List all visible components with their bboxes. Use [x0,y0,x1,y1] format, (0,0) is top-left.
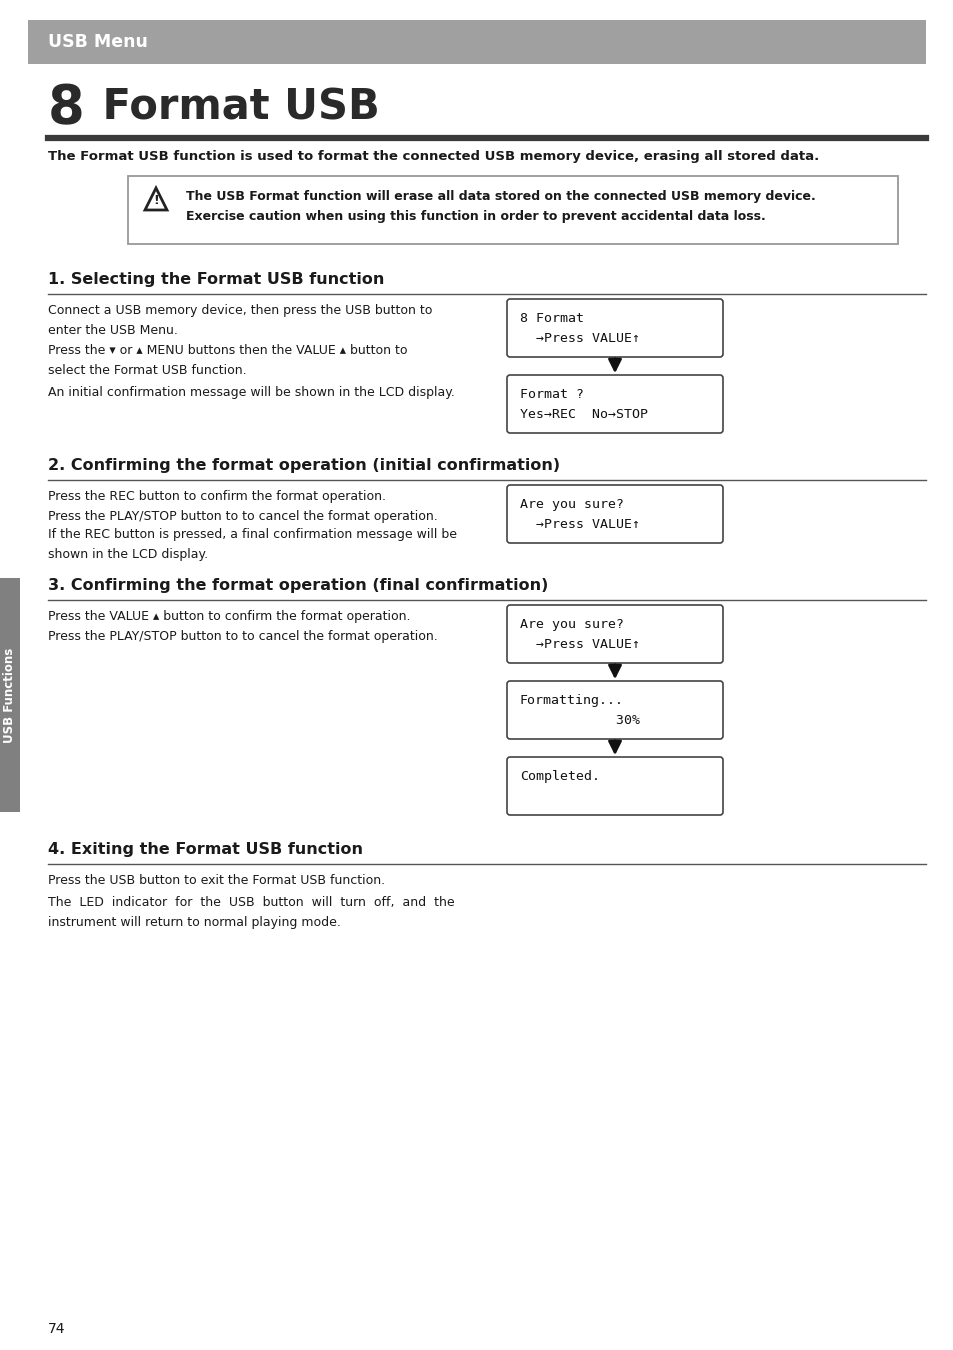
Text: Are you sure?: Are you sure? [519,618,623,630]
Text: →Press VALUE↑: →Press VALUE↑ [519,639,639,651]
Text: Yes→REC  No→STOP: Yes→REC No→STOP [519,408,647,421]
Text: 74: 74 [48,1322,66,1336]
Text: The  LED  indicator  for  the  USB  button  will  turn  off,  and  the
instrumen: The LED indicator for the USB button wil… [48,896,455,929]
Text: Are you sure?: Are you sure? [519,498,623,512]
Text: Format ?: Format ? [519,387,583,401]
Text: 3. Confirming the format operation (final confirmation): 3. Confirming the format operation (fina… [48,578,548,593]
Text: Press the REC button to confirm the format operation.
Press the PLAY/STOP button: Press the REC button to confirm the form… [48,490,437,522]
FancyBboxPatch shape [28,20,925,63]
Text: 1. Selecting the Format USB function: 1. Selecting the Format USB function [48,271,384,288]
Text: Press the VALUE ▴ button to confirm the format operation.
Press the PLAY/STOP bu: Press the VALUE ▴ button to confirm the … [48,610,437,643]
Text: 2. Confirming the format operation (initial confirmation): 2. Confirming the format operation (init… [48,458,559,472]
Text: Connect a USB memory device, then press the USB button to
enter the USB Menu.: Connect a USB memory device, then press … [48,304,432,338]
Text: Exercise caution when using this function in order to prevent accidental data lo: Exercise caution when using this functio… [186,211,765,223]
Text: Press the ▾ or ▴ MENU buttons then the VALUE ▴ button to
select the Format USB f: Press the ▾ or ▴ MENU buttons then the V… [48,344,407,377]
Text: Completed.: Completed. [519,769,599,783]
Text: →Press VALUE↑: →Press VALUE↑ [519,518,639,531]
FancyBboxPatch shape [506,757,722,815]
Text: →Press VALUE↑: →Press VALUE↑ [519,332,639,346]
Text: The Format USB function is used to format the connected USB memory device, erasi: The Format USB function is used to forma… [48,150,819,163]
Text: 8 Format: 8 Format [519,312,583,325]
Text: USB Menu: USB Menu [48,32,148,51]
Text: 4. Exiting the Format USB function: 4. Exiting the Format USB function [48,842,363,857]
Text: Press the USB button to exit the Format USB function.: Press the USB button to exit the Format … [48,873,385,887]
FancyBboxPatch shape [506,485,722,543]
FancyBboxPatch shape [506,375,722,433]
FancyBboxPatch shape [506,680,722,738]
Text: The USB Format function will erase all data stored on the connected USB memory d: The USB Format function will erase all d… [186,190,815,202]
FancyBboxPatch shape [0,578,20,811]
Text: USB Functions: USB Functions [4,648,16,743]
Text: 8: 8 [48,82,85,134]
FancyBboxPatch shape [506,298,722,356]
Text: !: ! [153,193,159,207]
Text: If the REC button is pressed, a final confirmation message will be
shown in the : If the REC button is pressed, a final co… [48,528,456,562]
Text: 30%: 30% [519,714,639,728]
Text: Formatting...: Formatting... [519,694,623,707]
Text: An initial confirmation message will be shown in the LCD display.: An initial confirmation message will be … [48,386,455,400]
FancyBboxPatch shape [506,605,722,663]
Text: Format USB: Format USB [88,86,379,130]
